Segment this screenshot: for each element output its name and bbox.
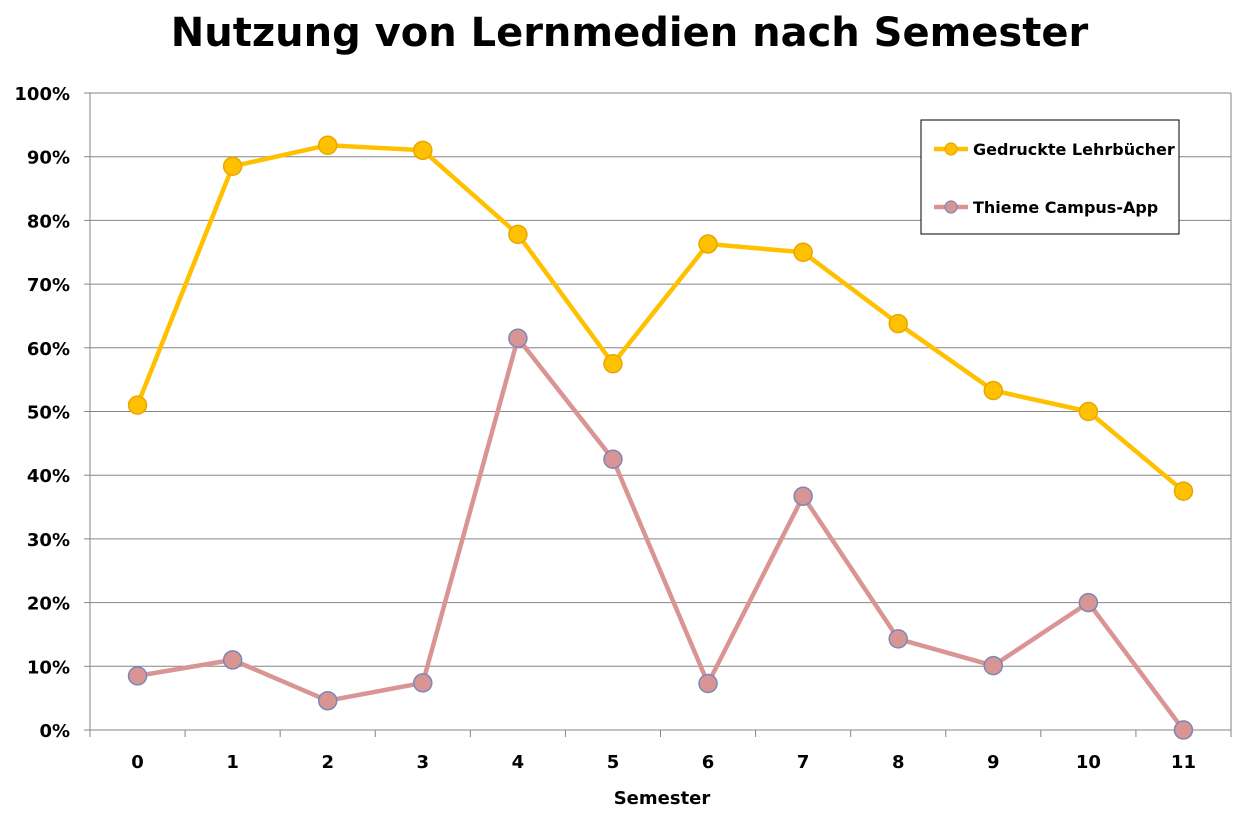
legend-label: Gedruckte Lehrbücher [973, 140, 1175, 159]
axes [84, 92, 1232, 737]
y-tick-label: 50% [27, 403, 70, 424]
y-tick-label: 20% [27, 594, 70, 615]
data-point [793, 486, 813, 506]
y-tick-label: 70% [27, 275, 70, 296]
legend-swatch-marker [944, 142, 958, 156]
data-point [603, 353, 623, 374]
data-point [222, 650, 243, 670]
data-point [127, 395, 148, 415]
data-point [413, 673, 433, 693]
data-point [317, 690, 338, 711]
data-point [888, 313, 908, 334]
data-point [317, 135, 338, 155]
data-point [698, 234, 718, 254]
x-tick-label: 6 [702, 752, 715, 773]
y-tick-label: 100% [14, 84, 70, 105]
legend-label: Thieme Campus-App [973, 198, 1158, 217]
x-tick-label: 2 [321, 752, 334, 773]
y-tick-label: 30% [27, 530, 70, 551]
x-tick-label: 0 [131, 752, 144, 773]
data-point [1078, 592, 1099, 613]
data-point [698, 673, 718, 694]
data-point [983, 655, 1004, 676]
data-point [127, 666, 148, 686]
data-point [508, 328, 528, 348]
data-point [603, 449, 623, 470]
series-line-2 [137, 335, 1186, 732]
data-point [983, 380, 1004, 401]
x-axis-label: Semester [614, 788, 711, 809]
x-tick-label: 4 [512, 752, 525, 773]
data-point [413, 140, 433, 161]
y-tick-label: 60% [27, 339, 70, 360]
y-tick-label: 10% [27, 657, 70, 678]
y-tick-label: 80% [27, 211, 70, 232]
data-point [222, 156, 243, 177]
data-point [1173, 720, 1194, 740]
x-tick-label: 10 [1076, 752, 1101, 773]
legend-box [920, 119, 1180, 235]
x-tick-label: 1 [226, 752, 239, 773]
y-tick-label: 90% [27, 148, 70, 169]
x-tick-label: 8 [892, 752, 905, 773]
series-line-1 [135, 142, 1185, 493]
series [127, 135, 1194, 740]
legend-swatch-marker [944, 200, 958, 214]
y-tick-label: 0% [39, 721, 70, 742]
y-tick-label: 40% [27, 466, 70, 487]
x-tick-label: 7 [797, 752, 810, 773]
legend: Gedruckte Lehrbücher Thieme Campus-App [920, 119, 1180, 235]
chart-title: Nutzung von Lernmedien nach Semester [170, 10, 1089, 56]
data-point [1078, 401, 1099, 422]
data-point [888, 629, 908, 649]
data-point [1173, 481, 1194, 501]
x-tick-label: 11 [1171, 752, 1196, 773]
x-tick-label: 5 [607, 752, 620, 773]
x-tick-label: 3 [417, 752, 430, 773]
tick-labels: 0% 10% 20% 30% 40% 50% 60% 70% 80% 90% 100% 0 1 2 3 4 5 6… [14, 84, 1196, 773]
data-point [508, 224, 528, 245]
data-point [793, 242, 813, 262]
x-tick-label: 9 [987, 752, 1000, 773]
